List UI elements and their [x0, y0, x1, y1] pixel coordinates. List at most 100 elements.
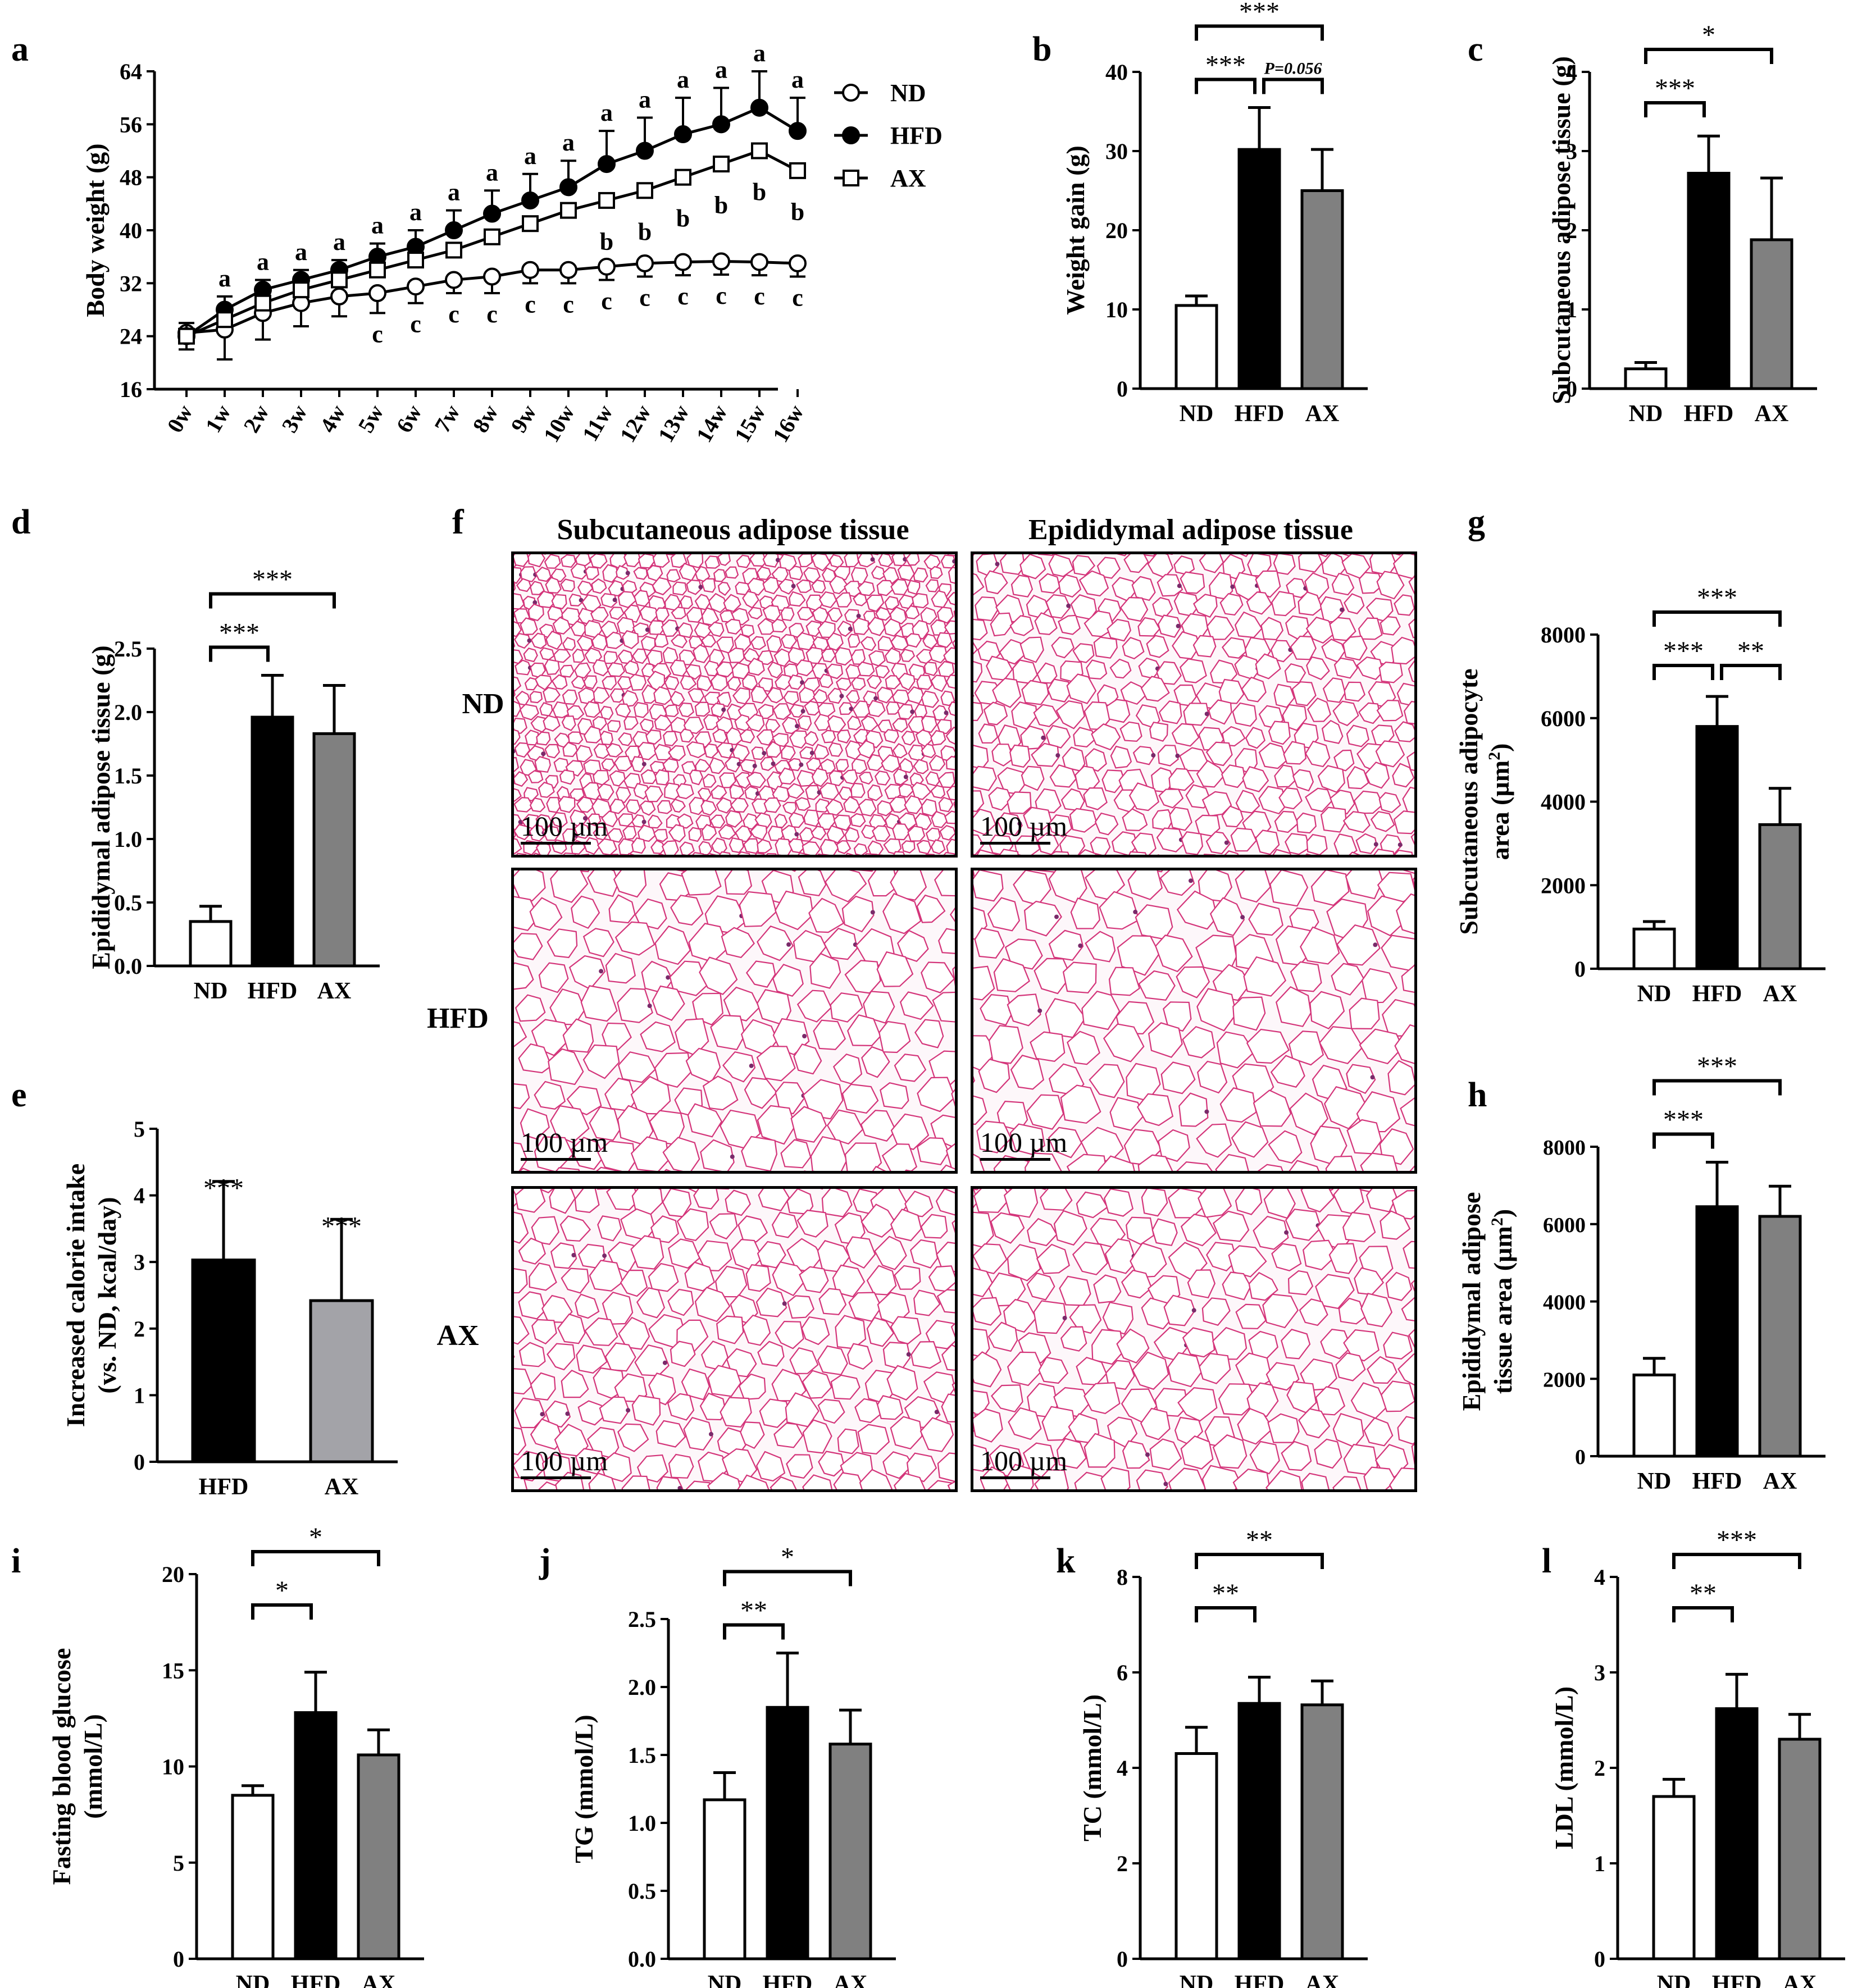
- adipocyte: [1406, 751, 1414, 771]
- adipocyte: [996, 812, 1023, 836]
- adipocyte: [1306, 697, 1331, 722]
- x-tick-label: ND: [708, 1971, 742, 1988]
- adipocyte: [605, 952, 636, 984]
- bar-hfd: [1237, 148, 1281, 390]
- adipocyte: [844, 1142, 882, 1171]
- adipocyte: [794, 797, 811, 811]
- bar-hfd: [251, 715, 294, 968]
- nucleus: [870, 910, 875, 915]
- adipocyte: [881, 754, 900, 773]
- adipocyte: [973, 573, 985, 596]
- adipocyte: [858, 772, 873, 785]
- adipocyte: [1246, 1028, 1290, 1064]
- adipocyte: [828, 856, 841, 858]
- nucleus: [1189, 878, 1193, 883]
- adipocyte: [617, 988, 653, 1023]
- nucleus: [518, 819, 523, 824]
- adipocyte: [890, 1316, 922, 1345]
- adipocyte: [562, 741, 578, 758]
- y-tick-label: 4: [1594, 1565, 1605, 1590]
- y-tick-label: 8: [1117, 1565, 1128, 1590]
- adipocyte: [1286, 577, 1309, 599]
- adipocyte: [766, 635, 782, 653]
- adipocyte: [1156, 661, 1182, 685]
- adipocyte: [828, 770, 844, 787]
- adipocyte: [1408, 575, 1414, 595]
- bar-nd: [1174, 1752, 1218, 1960]
- adipocyte: [936, 632, 953, 649]
- adipocyte: [772, 703, 791, 721]
- adipocyte: [1380, 834, 1403, 855]
- adipocyte: [1126, 1216, 1155, 1246]
- adipocyte: [811, 826, 827, 841]
- adipocyte: [861, 1203, 898, 1238]
- data-point: [598, 191, 615, 209]
- adipocyte: [1180, 571, 1205, 594]
- x-tick-label: 11w: [577, 400, 617, 445]
- adipocyte: [1159, 870, 1195, 896]
- significance-letter: a: [600, 99, 613, 126]
- adipocyte: [1219, 592, 1244, 616]
- data-point: [636, 254, 654, 272]
- adipocyte: [567, 731, 584, 745]
- adipocyte: [845, 690, 860, 704]
- adipocyte: [1027, 1218, 1058, 1247]
- adipocyte: [710, 673, 728, 691]
- adipocyte: [1361, 968, 1398, 1004]
- adipocyte: [921, 743, 936, 759]
- adipocyte: [845, 1236, 876, 1269]
- adipocyte: [759, 1398, 791, 1428]
- significance-label: ***: [219, 618, 260, 648]
- adipocyte: [845, 852, 854, 855]
- adipocyte: [1131, 576, 1156, 601]
- adipocyte: [637, 741, 657, 760]
- adipocyte: [604, 1342, 636, 1372]
- adipocyte: [747, 577, 766, 596]
- adipocyte: [602, 564, 619, 583]
- adipocyte: [588, 1472, 616, 1489]
- adipocyte: [514, 632, 531, 649]
- y-tick-label: 0.0: [628, 1946, 656, 1972]
- adipocyte: [637, 824, 656, 842]
- adipocyte: [754, 852, 765, 855]
- adipocyte: [514, 771, 529, 787]
- adipocyte: [1205, 831, 1231, 855]
- adipocyte: [589, 554, 608, 569]
- adipocyte: [1270, 640, 1294, 663]
- adipocyte: [909, 1239, 939, 1269]
- adipocyte: [614, 703, 631, 718]
- adipocyte: [577, 1400, 606, 1426]
- adipocyte: [811, 768, 829, 787]
- adipocyte: [951, 1088, 955, 1107]
- adipocyte: [573, 662, 591, 679]
- adipocyte: [670, 895, 704, 926]
- nucleus: [641, 819, 647, 824]
- adipocyte: [1363, 1417, 1394, 1447]
- adipocyte: [1073, 727, 1096, 747]
- adipocyte: [916, 894, 946, 923]
- adipocyte: [1034, 1469, 1069, 1489]
- y-tick-label: 0.5: [628, 1878, 656, 1904]
- panel-letter-k: k: [1056, 1542, 1076, 1580]
- adipocyte: [654, 925, 691, 965]
- adipocyte: [1038, 1356, 1069, 1384]
- adipocyte: [1030, 1031, 1066, 1062]
- adipocyte: [551, 811, 568, 828]
- adipocyte: [737, 1474, 770, 1489]
- adipocyte: [941, 1393, 955, 1422]
- adipocyte: [1034, 957, 1072, 995]
- adipocyte: [757, 838, 772, 854]
- y-tick-label: 3: [1566, 139, 1577, 164]
- adipocyte: [835, 592, 852, 608]
- data-point: [331, 271, 348, 289]
- adipocyte: [1004, 938, 1043, 970]
- adipocyte: [514, 700, 521, 717]
- significance-label: P=0.056: [1264, 59, 1322, 77]
- adipocyte: [1199, 554, 1224, 573]
- adipocyte: [588, 813, 602, 827]
- adipocyte: [818, 1288, 847, 1315]
- adipocyte: [952, 1220, 955, 1233]
- adipocyte: [787, 758, 803, 772]
- adipocyte: [916, 674, 933, 690]
- adipocyte: [828, 742, 844, 757]
